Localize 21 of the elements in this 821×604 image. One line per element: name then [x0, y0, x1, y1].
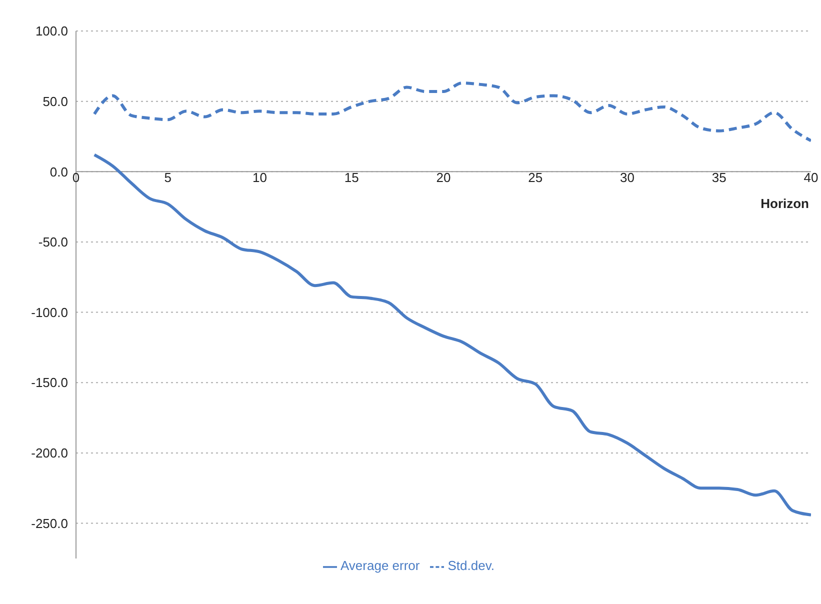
y-tick-label: -200.0: [31, 446, 68, 461]
y-tick-label: -50.0: [38, 234, 68, 250]
y-tick-label: -250.0: [31, 516, 68, 531]
line-series: [92, 82, 811, 142]
x-tick-label: 20: [436, 170, 451, 185]
x-tick-label: 15: [344, 170, 359, 185]
y-tick-label: 0.0: [50, 164, 68, 180]
y-tick-label: -100.0: [31, 304, 68, 320]
y-tick-label: 100.0: [35, 24, 68, 39]
x-axis-title: Horizon: [760, 196, 810, 211]
x-tick-label: 0: [72, 170, 80, 185]
y-tick-label: 50.0: [42, 94, 68, 109]
x-tick-label: 30: [620, 170, 634, 185]
x-tick-label: 35: [712, 170, 726, 185]
x-tick-label: 25: [528, 170, 543, 185]
x-tick-label: 5: [164, 170, 172, 185]
x-tick-label: 40: [804, 170, 818, 185]
y-tick-label: -150.0: [31, 375, 68, 390]
legend-label: Average error: [340, 558, 420, 574]
legend-label: Std.dev.: [448, 558, 494, 574]
x-tick-label: 10: [252, 170, 267, 185]
